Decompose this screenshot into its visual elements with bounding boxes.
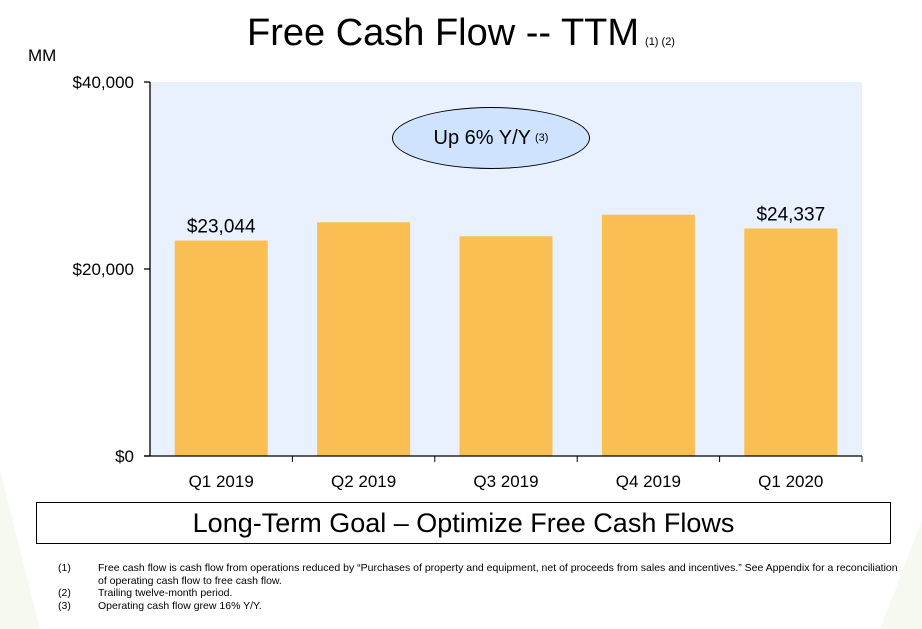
bar-q1-2020 bbox=[744, 228, 838, 456]
y-tick-label: $0 bbox=[115, 447, 134, 466]
bar-q2-2019 bbox=[317, 222, 411, 456]
y-tick-label: $20,000 bbox=[73, 260, 134, 279]
footnote-number: (1) bbox=[58, 562, 71, 574]
footnote-3: (3) Operating cash flow grew 16% Y/Y. bbox=[58, 600, 898, 613]
footnote-text: Free cash flow is cash flow from operati… bbox=[98, 562, 898, 587]
goal-banner: Long-Term Goal – Optimize Free Cash Flow… bbox=[36, 502, 891, 544]
footnote-number: (2) bbox=[58, 587, 71, 599]
footnote-text: Operating cash flow grew 16% Y/Y. bbox=[98, 599, 262, 612]
x-tick-label: Q1 2019 bbox=[189, 472, 254, 491]
footnote-number: (3) bbox=[58, 599, 71, 612]
x-tick-label: Q2 2019 bbox=[331, 472, 396, 491]
bar-q4-2019 bbox=[601, 214, 695, 456]
footnote-text: Trailing twelve-month period. bbox=[98, 587, 233, 599]
data-label: $24,337 bbox=[756, 204, 825, 225]
growth-callout-footnote: (3) bbox=[535, 132, 549, 144]
page-title: Free Cash Flow -- TTM (1) (2) bbox=[0, 12, 922, 55]
footnotes: (1) Free cash flow is cash flow from ope… bbox=[58, 562, 898, 612]
footnote-2: (2) Trailing twelve-month period. bbox=[58, 587, 898, 600]
x-tick-label: Q4 2019 bbox=[616, 472, 681, 491]
y-tick-label: $40,000 bbox=[73, 73, 134, 92]
growth-callout: Up 6% Y/Y (3) bbox=[392, 107, 590, 169]
title-text: Free Cash Flow -- TTM bbox=[247, 12, 640, 54]
bar-q1-2019 bbox=[174, 240, 268, 456]
unit-label: MM bbox=[28, 46, 57, 65]
title-footnote-refs: (1) (2) bbox=[645, 36, 675, 48]
data-label: $23,044 bbox=[187, 217, 256, 238]
growth-callout-text: Up 6% Y/Y bbox=[433, 126, 531, 149]
x-tick-label: Q3 2019 bbox=[473, 472, 538, 491]
bar-q3-2019 bbox=[459, 236, 553, 456]
footnote-1: (1) Free cash flow is cash flow from ope… bbox=[58, 562, 898, 587]
x-tick-label: Q1 2020 bbox=[758, 472, 823, 491]
